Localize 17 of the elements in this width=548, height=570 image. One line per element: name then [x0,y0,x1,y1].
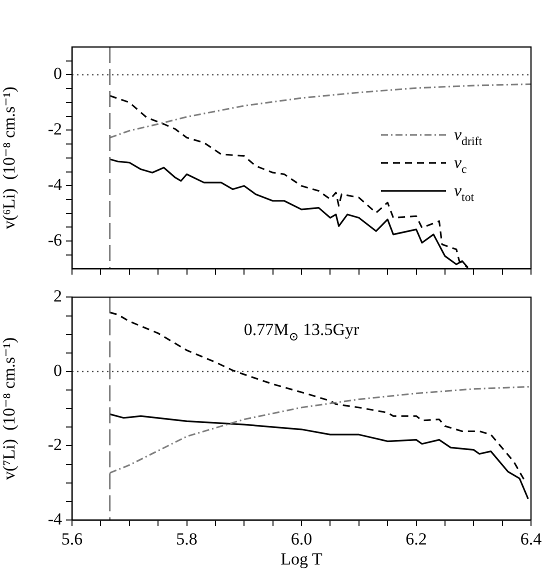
x-tick-label: 5.8 [176,530,198,549]
y-axis-title: v(⁷Li) (10⁻⁸ cm.s⁻¹) [0,337,19,480]
annotation: 0.77M⊙ 13.5Gyr [244,320,360,344]
y-tick-label: -4 [48,175,62,194]
x-tick-label: 6.4 [520,530,542,549]
y-axis-title: v(⁶Li) (10⁻⁸ cm.s⁻¹) [0,86,19,230]
y-tick-label: -2 [48,120,62,139]
x-axis-title: Log T [280,549,323,568]
y-tick-label: -6 [48,230,62,250]
y-tick-label: 2 [54,286,62,306]
x-tick-label: 5.6 [61,530,83,549]
y-tick-label: -2 [48,435,62,454]
y-tick-label: 0 [54,64,62,84]
y-tick-label: -4 [48,509,62,528]
y-tick-label: 0 [54,360,62,380]
x-tick-label: 6.0 [290,530,312,549]
x-tick-label: 6.2 [406,530,427,549]
